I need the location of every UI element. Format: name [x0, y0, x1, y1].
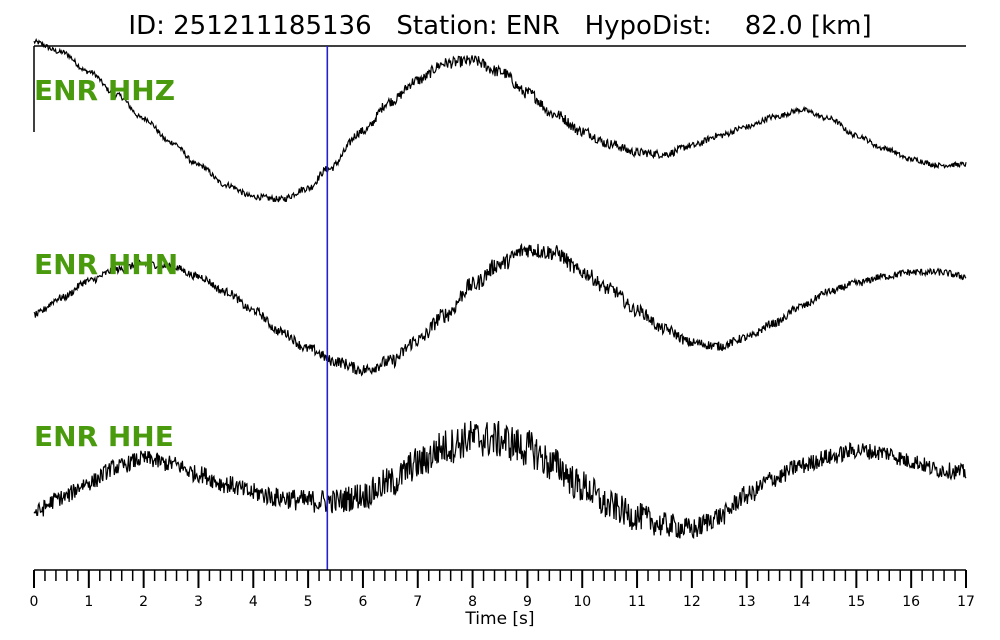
x-tick-label: 15 — [847, 594, 865, 610]
channel-label-enr-hhz: ENR HHZ — [34, 74, 175, 107]
x-tick-label: 16 — [902, 594, 920, 610]
x-tick-label: 5 — [304, 594, 313, 610]
x-tick-label: 6 — [358, 594, 367, 610]
x-tick-label: 17 — [957, 594, 975, 610]
trace-enr-hhz — [33, 38, 967, 203]
x-tick-label: 3 — [194, 594, 203, 610]
x-tick-label: 8 — [468, 594, 477, 610]
x-tick-label: 7 — [413, 594, 422, 610]
x-tick-label: 12 — [683, 594, 701, 610]
x-tick-label: 13 — [738, 594, 756, 610]
trace-enr-hhe — [33, 420, 967, 540]
chart-title: ID: 251211185136 Station: ENR HypoDist: … — [128, 11, 872, 41]
channel-label-enr-hhe: ENR HHE — [34, 420, 174, 453]
trace-enr-hhn — [33, 242, 967, 377]
x-tick-label: 2 — [139, 594, 148, 610]
x-tick-label: 14 — [793, 594, 811, 610]
x-tick-label: 11 — [628, 594, 646, 610]
x-tick-label: 0 — [30, 594, 39, 610]
x-tick-label: 9 — [523, 594, 532, 610]
x-axis-label: Time [s] — [464, 609, 534, 629]
x-tick-label: 4 — [249, 594, 258, 610]
x-tick-label: 10 — [573, 594, 591, 610]
x-tick-label: 1 — [84, 594, 93, 610]
channel-label-enr-hhn: ENR HHN — [34, 248, 178, 281]
